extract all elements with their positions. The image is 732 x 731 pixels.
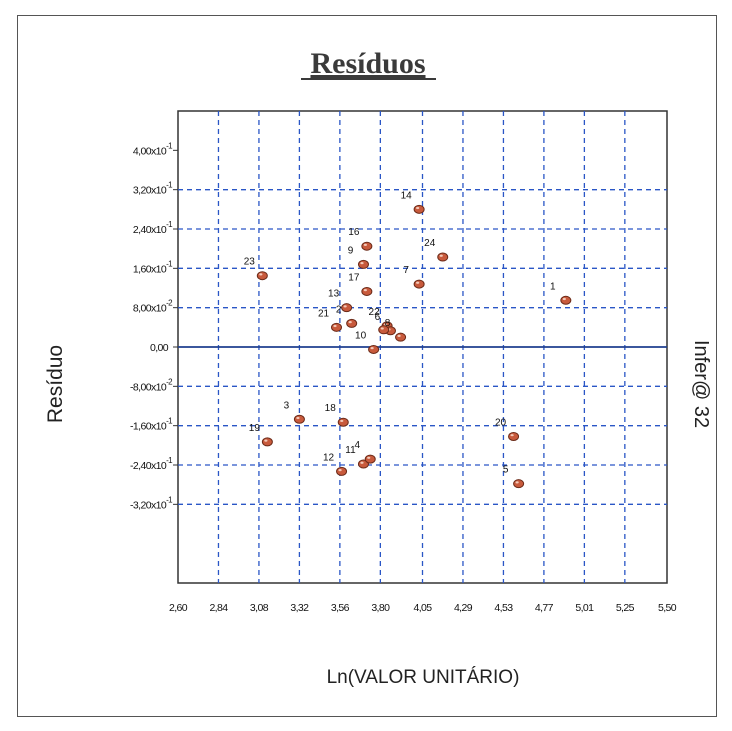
data-point-highlight bbox=[363, 243, 367, 247]
data-point-label: 19 bbox=[249, 423, 261, 434]
y-tick-label: -1,60x10-1 bbox=[130, 417, 173, 433]
x-tick-label: 4,05 bbox=[413, 602, 432, 614]
data-point-label: 17 bbox=[348, 272, 360, 283]
data-point-label: 6 bbox=[375, 312, 381, 323]
tick-labels: 2,60 2,84 3,08 3,32 3,56 3,80 4,05 4,29 4,53 4,77… bbox=[130, 141, 677, 614]
data-point-label: 5 bbox=[503, 465, 509, 476]
x-tick-label: 2,84 bbox=[209, 602, 228, 614]
chart-frame: Resíduos 2,60 2,84 3,08 3,32 3,56 3,80 4,05 4,2… bbox=[17, 15, 717, 717]
x-tick-label: 4,53 bbox=[494, 602, 513, 614]
y-tick-label: -3,20x10-1 bbox=[130, 495, 173, 511]
data-point-label: 13 bbox=[328, 289, 340, 300]
y-axis-label: Resíduo bbox=[44, 345, 67, 423]
data-point-highlight bbox=[340, 419, 344, 423]
y-tick-label: 2,40x10-1 bbox=[133, 220, 173, 236]
x-tick-label: 3,32 bbox=[290, 602, 309, 614]
y-tick-label: 3,20x10-1 bbox=[133, 181, 173, 197]
data-point-label: 18 bbox=[325, 403, 337, 414]
data-point bbox=[361, 286, 373, 296]
data-point-highlight bbox=[333, 324, 337, 328]
data-point bbox=[437, 252, 449, 262]
data-point bbox=[361, 241, 373, 251]
data-point-highlight bbox=[360, 461, 364, 464]
y-tick-label: -2,40x10-1 bbox=[130, 456, 173, 472]
residuals-chart: Resíduos 2,60 2,84 3,08 3,32 3,56 3,80 4,05 4,2… bbox=[44, 47, 712, 688]
data-point-highlight bbox=[416, 206, 420, 210]
y-tick-label: 0,00 bbox=[150, 342, 169, 354]
y-tick-label: 8,00x10-2 bbox=[133, 299, 173, 315]
x-tick-label: 3,80 bbox=[371, 602, 390, 614]
data-point bbox=[346, 318, 358, 328]
x-tick-label: 5,01 bbox=[575, 602, 594, 614]
data-point-label: 16 bbox=[348, 227, 360, 238]
data-point bbox=[560, 295, 572, 305]
data-point bbox=[413, 204, 425, 214]
data-point bbox=[508, 431, 520, 441]
data-point-highlight bbox=[338, 468, 342, 472]
data-point bbox=[364, 454, 376, 464]
data-point-highlight bbox=[439, 254, 443, 257]
data-point-label: 11 bbox=[345, 445, 356, 456]
data-point-label: 1 bbox=[550, 281, 556, 292]
data-point-highlight bbox=[397, 334, 401, 337]
data-point-highlight bbox=[416, 281, 420, 284]
data-point-highlight bbox=[370, 347, 374, 350]
x-tick-label: 3,08 bbox=[250, 602, 269, 614]
data-point-highlight bbox=[367, 456, 371, 459]
data-point-label: 8 bbox=[385, 318, 391, 329]
data-point bbox=[336, 466, 348, 476]
x-tick-label: 4,77 bbox=[535, 602, 554, 614]
data-point-label: 7 bbox=[403, 265, 409, 276]
data-point-label: 14 bbox=[401, 190, 413, 201]
data-point-highlight bbox=[363, 289, 367, 292]
x-tick-label: 5,50 bbox=[658, 602, 677, 614]
right-side-label: Infer@ 32 bbox=[690, 340, 712, 428]
data-point bbox=[261, 437, 273, 447]
data-point-label: 9 bbox=[348, 245, 354, 256]
y-tick-label: -8,00x10-2 bbox=[130, 377, 173, 393]
x-axis-label: Ln(VALOR UNITÁRIO) bbox=[327, 667, 520, 688]
data-point-highlight bbox=[383, 323, 388, 326]
data-point-label: 21 bbox=[318, 308, 330, 319]
data-point-label: 20 bbox=[495, 417, 507, 428]
data-point-highlight bbox=[264, 439, 268, 442]
data-point bbox=[368, 344, 380, 354]
data-point-label: 4 bbox=[354, 440, 360, 451]
data-point-label: 12 bbox=[323, 452, 335, 463]
data-point-highlight bbox=[562, 297, 566, 301]
data-point bbox=[357, 259, 369, 269]
data-point-highlight bbox=[515, 481, 519, 484]
data-point bbox=[293, 414, 305, 424]
y-tick-label: 4,00x10-1 bbox=[133, 141, 173, 157]
data-point bbox=[378, 325, 390, 335]
data-point-label: 23 bbox=[244, 257, 256, 268]
data-point-highlight bbox=[296, 416, 300, 420]
y-tick-label: 1,60x10-1 bbox=[133, 259, 173, 275]
x-tick-label: 5,25 bbox=[616, 602, 635, 614]
data-point bbox=[413, 279, 425, 289]
data-point-highlight bbox=[360, 262, 364, 265]
data-point-label: 3 bbox=[284, 400, 290, 411]
data-point-highlight bbox=[343, 305, 347, 308]
x-tick-label: 2,60 bbox=[169, 602, 188, 614]
data-point bbox=[513, 479, 525, 489]
data-point-label: 22 bbox=[369, 307, 381, 318]
data-point bbox=[341, 303, 353, 313]
x-tick-label: 3,56 bbox=[331, 602, 350, 614]
data-point-label: 24 bbox=[424, 238, 436, 249]
data-point bbox=[337, 417, 349, 427]
chart-title: Resíduos bbox=[310, 47, 425, 80]
grid-layer bbox=[173, 111, 667, 583]
data-point bbox=[395, 332, 407, 342]
data-point-label: 2 bbox=[336, 304, 342, 315]
data-point-highlight bbox=[259, 273, 263, 276]
data-point bbox=[331, 322, 343, 332]
data-point bbox=[256, 271, 268, 281]
data-point-highlight bbox=[510, 434, 514, 437]
data-point-label: 10 bbox=[355, 330, 367, 341]
data-point-highlight bbox=[380, 327, 384, 330]
x-tick-label: 4,29 bbox=[454, 602, 473, 614]
data-point-highlight bbox=[348, 321, 352, 324]
